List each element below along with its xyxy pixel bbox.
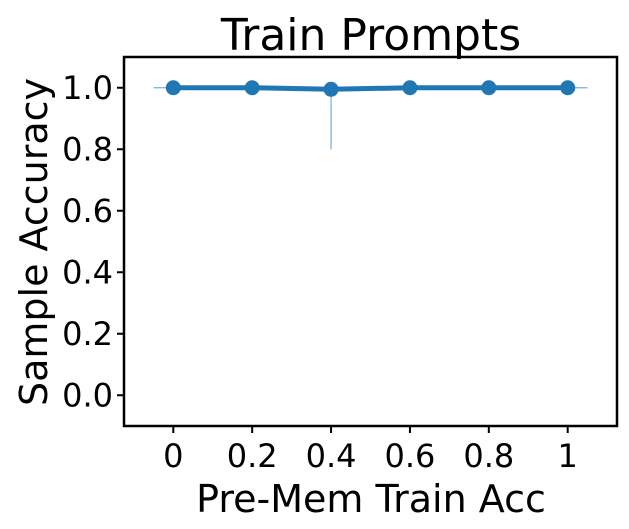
x-tick-label: 0.8 — [463, 437, 514, 475]
data-point — [560, 80, 576, 96]
x-axis: 0 0.2 0.4 0.6 0.8 1 — [163, 426, 578, 475]
x-axis-label: Pre-Mem Train Acc — [196, 477, 546, 521]
y-tick-label: 0.4 — [62, 253, 113, 291]
chart-title: Train Prompts — [220, 10, 521, 61]
axes-frame — [122, 55, 619, 428]
x-tick-label: 1 — [558, 437, 578, 475]
data-point — [165, 80, 181, 96]
y-axis-label: Sample Accuracy — [12, 78, 56, 406]
data-point — [481, 80, 497, 96]
series-line — [170, 85, 571, 92]
x-tick-label: 0.6 — [384, 437, 435, 475]
data-point — [244, 80, 260, 96]
y-tick-label: 0.6 — [62, 192, 113, 230]
x-tick-label: 0.4 — [306, 437, 357, 475]
y-axis: 0.0 0.2 0.4 0.6 0.8 1.0 — [62, 69, 124, 414]
x-tick-label: 0 — [163, 437, 183, 475]
plot-area — [153, 80, 588, 150]
y-tick-label: 0.8 — [62, 130, 113, 168]
y-tick-label: 1.0 — [62, 69, 113, 107]
data-point — [402, 80, 418, 96]
data-point — [323, 81, 339, 97]
x-tick-label: 0.2 — [227, 437, 278, 475]
y-tick-label: 0.0 — [62, 376, 113, 414]
y-tick-label: 0.2 — [62, 315, 113, 353]
